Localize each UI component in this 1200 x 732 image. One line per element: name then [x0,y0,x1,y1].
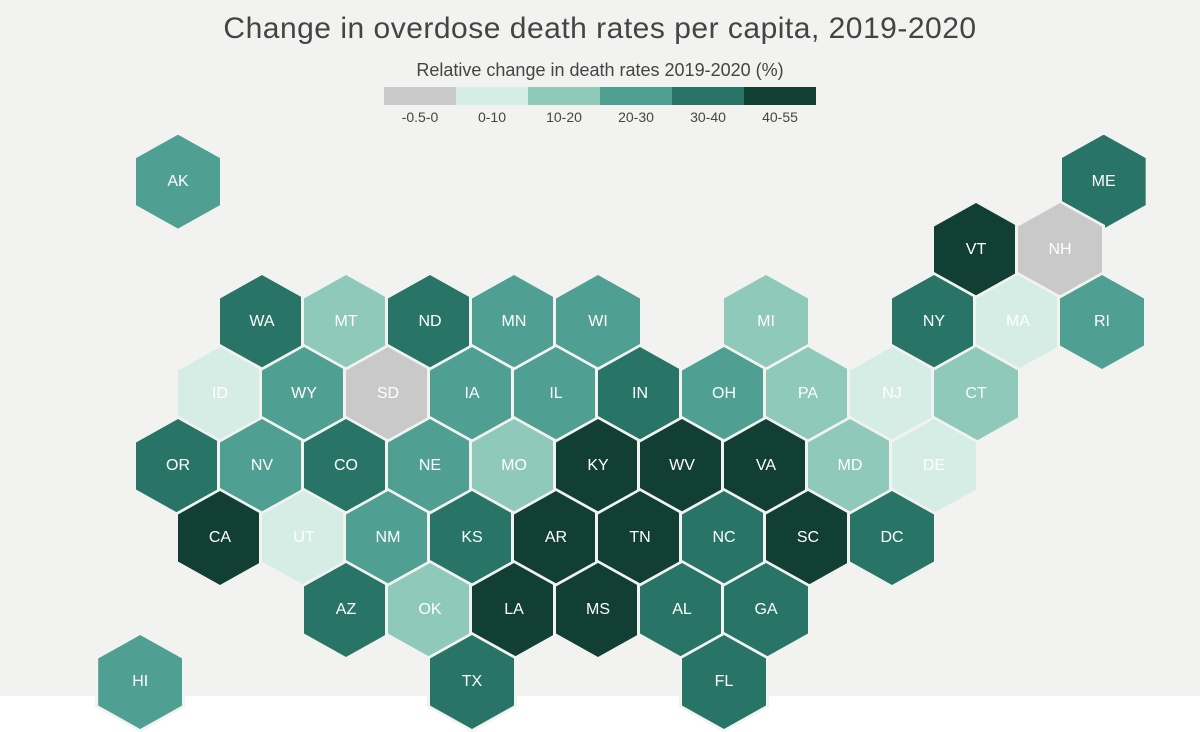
state-label: AK [167,173,188,191]
state-label: CT [965,385,986,403]
hex-map-stage: Change in overdose death rates per capit… [0,0,1200,696]
legend-swatch [384,87,456,105]
state-label: GA [754,601,777,619]
state-label: CA [209,529,231,547]
state-label: NH [1048,241,1071,259]
state-label: DC [880,529,903,547]
legend-label: -0.5-0 [384,109,456,125]
state-label: PA [798,385,818,403]
state-label: IN [632,385,648,403]
state-label: VT [966,241,986,259]
legend-label: 20-30 [600,109,672,125]
legend-label: 30-40 [672,109,744,125]
legend-swatch [672,87,744,105]
state-label: KS [461,529,482,547]
state-label: NV [251,457,273,475]
state-label: HI [132,673,148,691]
state-label: NE [419,457,441,475]
state-label: AZ [336,601,356,619]
state-label: IL [549,385,562,403]
state-label: NJ [882,385,902,403]
legend-swatches: -0.5-00-1010-2020-3030-4040-55 [384,87,816,125]
legend-label: 10-20 [528,109,600,125]
legend: Relative change in death rates 2019-2020… [0,60,1200,127]
state-label: NY [923,313,945,331]
state-label: TX [462,673,482,691]
legend-swatch [528,87,600,105]
state-label: KY [587,457,608,475]
legend-item: 20-30 [600,87,672,125]
state-label: CO [334,457,358,475]
state-label: WA [249,313,274,331]
state-label: MN [502,313,527,331]
state-label: TN [629,529,650,547]
legend-title: Relative change in death rates 2019-2020… [0,60,1200,81]
state-label: FL [715,673,734,691]
state-label: IA [464,385,479,403]
state-label: DE [923,457,945,475]
state-label: MD [838,457,863,475]
legend-swatch [600,87,672,105]
legend-item: 30-40 [672,87,744,125]
state-label: OH [712,385,736,403]
state-label: WI [588,313,608,331]
legend-swatch [456,87,528,105]
state-label: VA [756,457,776,475]
state-label: WY [291,385,317,403]
state-label: NM [376,529,401,547]
chart-title: Change in overdose death rates per capit… [0,12,1200,46]
state-label: ID [212,385,228,403]
legend-item: 40-55 [744,87,816,125]
state-label: RI [1094,313,1110,331]
state-label: UT [293,529,314,547]
legend-item: 10-20 [528,87,600,125]
state-label: OK [418,601,441,619]
state-label: ME [1092,173,1116,191]
state-label: AL [672,601,692,619]
legend-label: 0-10 [456,109,528,125]
state-label: MT [334,313,357,331]
legend-swatch [744,87,816,105]
state-label: OR [166,457,190,475]
state-label: SD [377,385,399,403]
state-label: MI [757,313,775,331]
state-label: AR [545,529,567,547]
state-label: MS [586,601,610,619]
state-label: SC [797,529,819,547]
legend-label: 40-55 [744,109,816,125]
state-label: NC [712,529,735,547]
state-label: WV [669,457,695,475]
state-label: MA [1006,313,1030,331]
state-label: ND [418,313,441,331]
legend-item: -0.5-0 [384,87,456,125]
state-label: MO [501,457,527,475]
state-label: LA [504,601,524,619]
legend-item: 0-10 [456,87,528,125]
